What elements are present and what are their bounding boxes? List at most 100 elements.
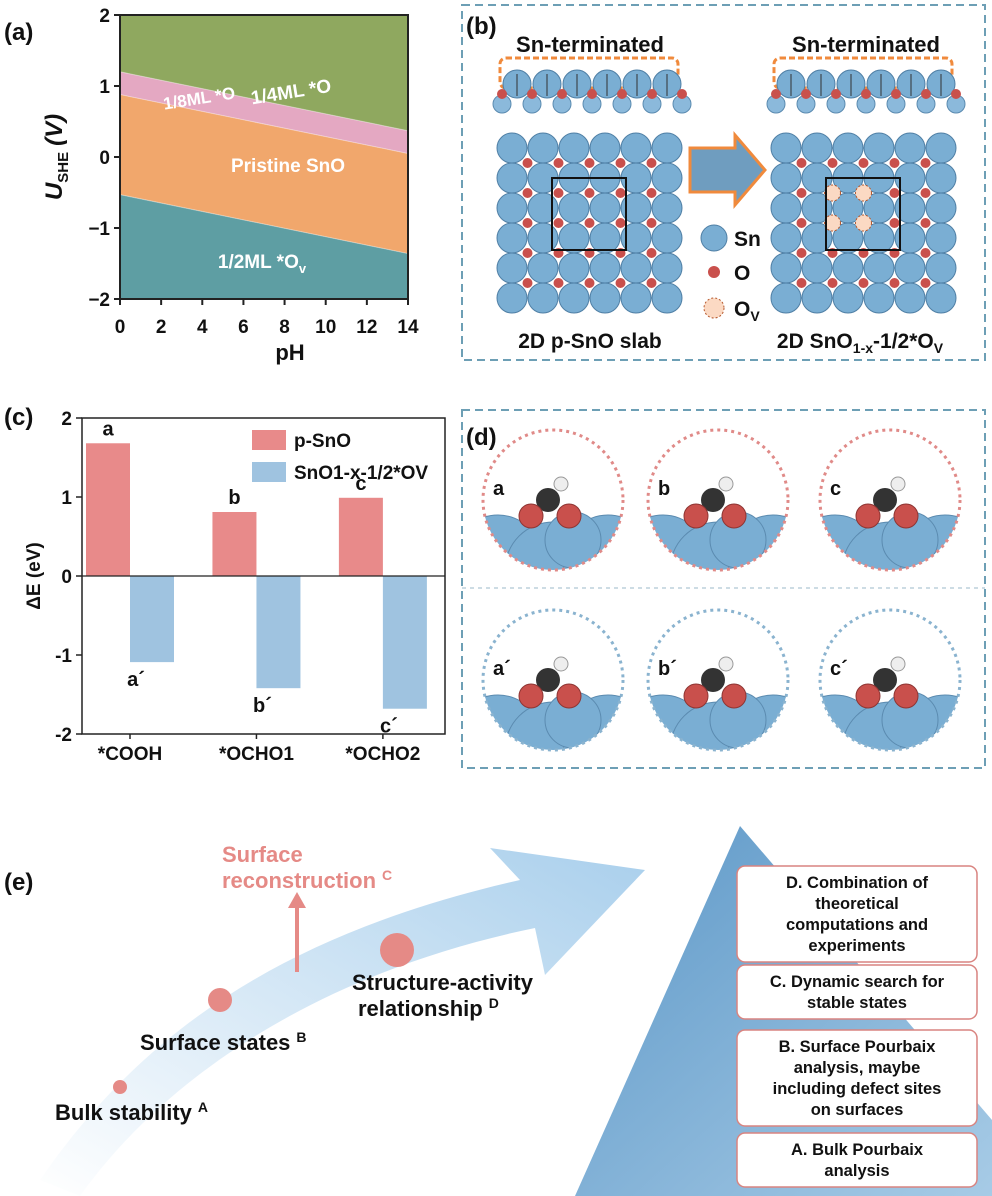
sn-atom <box>558 132 590 164</box>
o-atom <box>646 158 657 168</box>
sn-atom <box>589 192 621 224</box>
unit-cell <box>551 177 627 251</box>
h-atom <box>890 476 906 492</box>
workflow: Bulk stability A Surface states B Structure-… <box>55 842 978 1188</box>
sn-atom <box>651 252 683 284</box>
step-box <box>736 1132 978 1188</box>
x-tick-label: 2 <box>156 317 167 338</box>
o-atom <box>615 218 626 228</box>
sn-atom <box>651 192 683 224</box>
o-atom <box>556 503 582 529</box>
o-vacancy <box>855 184 872 202</box>
legend-text: p-SnO <box>294 431 351 452</box>
bar-label: a <box>102 418 114 440</box>
o-atom <box>584 158 595 168</box>
box-text: theoretical <box>815 895 898 913</box>
view-border <box>481 608 625 752</box>
sn-atom <box>496 252 528 284</box>
slab-structures <box>492 56 966 314</box>
sn-atom <box>527 282 559 314</box>
view-label: a´ <box>493 658 511 680</box>
legend-sub: V <box>750 308 760 324</box>
caption-sub: V <box>934 340 944 356</box>
x-tick-label: 14 <box>397 317 419 338</box>
sn-atom <box>558 282 590 314</box>
x-tick-label: 4 <box>197 317 208 338</box>
o-atom <box>796 218 807 228</box>
sn-atom <box>770 162 802 194</box>
bar <box>86 443 130 576</box>
adsorption-view <box>483 430 623 570</box>
adsorption-view <box>820 610 960 750</box>
energy-chart: -2 -1 0 1 2 *COOH a a´ *OCHO1 b b´ *OCHO2 c c´ p-SnO Sn… <box>55 409 446 765</box>
x-tick-label: *COOH <box>98 744 162 765</box>
h-atom <box>718 656 734 672</box>
transform-arrow <box>688 130 767 210</box>
box-text: A. Bulk Pourbaix <box>791 1141 924 1159</box>
o-atom <box>889 158 900 168</box>
o-atom <box>920 158 931 168</box>
y-tick-label: -1 <box>55 646 72 667</box>
y-tick-label: 1 <box>99 77 110 98</box>
sn-atom <box>496 222 528 254</box>
sn-atom <box>770 222 802 254</box>
o-atom <box>527 89 537 99</box>
box-text: stable states <box>807 994 907 1012</box>
caption-part: -1/2*O <box>873 330 934 353</box>
view-label: c´ <box>830 658 848 680</box>
region-label-sub: v <box>299 261 307 276</box>
boundary-line <box>119 71 409 132</box>
o-atom <box>497 89 507 99</box>
sn-atom <box>527 252 559 284</box>
bar-label: b´ <box>253 695 272 717</box>
region <box>120 15 408 131</box>
h-atom <box>553 476 569 492</box>
o-atom <box>647 89 657 99</box>
y-axis-label: ΔE (eV) <box>24 542 45 610</box>
o-atom <box>553 278 564 288</box>
sn-atom <box>801 282 833 314</box>
o-atom <box>677 89 687 99</box>
o-atom <box>522 188 533 198</box>
unit-cell <box>825 177 901 251</box>
h-atom <box>890 656 906 672</box>
step-dot <box>208 988 232 1012</box>
step-box <box>736 964 978 1020</box>
step-line: reconstruction <box>222 868 376 893</box>
sn-atom <box>770 132 802 164</box>
adsorption-view <box>648 610 788 750</box>
bar-label: c´ <box>380 716 398 738</box>
sn-atom <box>925 162 957 194</box>
y-axis-label-sub: SHE <box>55 152 72 183</box>
x-tick-label: 12 <box>356 317 377 338</box>
step-text: relationship D <box>358 995 499 1021</box>
sn-atom <box>558 252 590 284</box>
o-atom <box>721 683 747 709</box>
step-box <box>736 1029 978 1127</box>
step-text: Bulk stability A <box>55 1099 208 1125</box>
o-atom <box>721 503 747 529</box>
o-atom <box>920 188 931 198</box>
adsorption-view <box>483 610 623 750</box>
x-axis-label: pH <box>275 340 304 365</box>
c-atom <box>536 668 560 692</box>
legend-swatch <box>252 430 286 450</box>
sn-atom <box>558 192 590 224</box>
region-label: 1/2ML *Ov <box>218 252 307 276</box>
sn-atom <box>496 282 528 314</box>
c-atom <box>873 488 897 512</box>
sn-atom <box>496 162 528 194</box>
sn-atom <box>801 252 833 284</box>
o-atom <box>584 188 595 198</box>
o-atom <box>893 683 919 709</box>
step-line: Surface <box>222 842 303 867</box>
sn-atom <box>496 132 528 164</box>
slab-caption: 2D SnO1-x-1/2*OV <box>777 330 944 356</box>
o-atom <box>827 278 838 288</box>
o-atom <box>889 278 900 288</box>
o-atom <box>522 218 533 228</box>
step-box <box>736 865 978 963</box>
panel-label: (b) <box>466 13 497 40</box>
o-atom <box>518 503 544 529</box>
legend-sn <box>700 224 728 252</box>
